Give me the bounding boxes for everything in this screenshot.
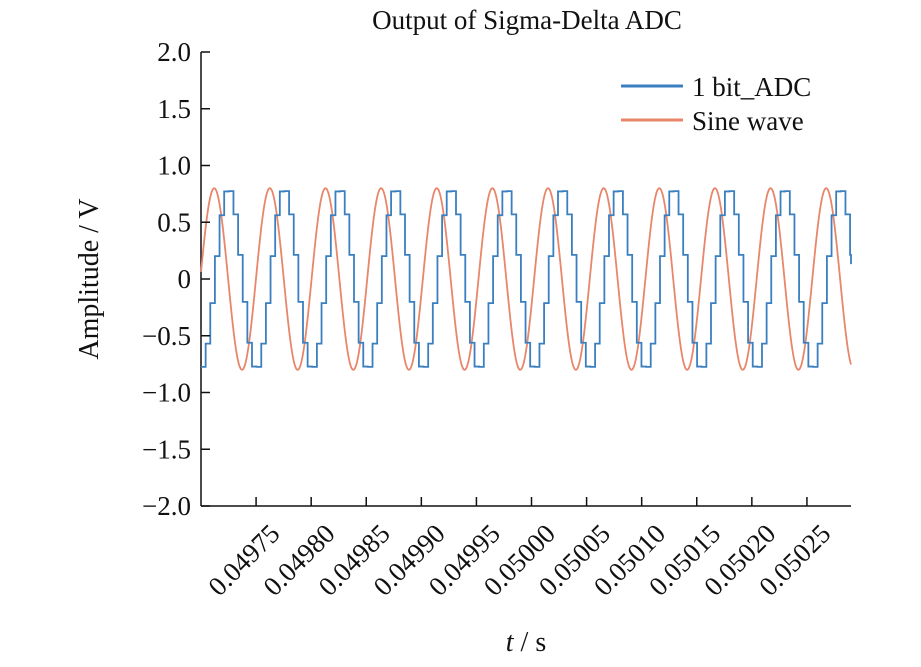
y-tick-label: 1.5: [157, 94, 191, 124]
series-line-1bit-adc: [201, 190, 852, 368]
y-tick-label: −1.0: [142, 378, 191, 408]
y-tick-label: −1.5: [142, 434, 191, 464]
series-layer: [200, 187, 852, 371]
chart-title: Output of Sigma-Delta ADC: [372, 5, 682, 35]
y-axis-ticks: 2.0 1.5 1.0 0.5 0 −0.5 −1.0 −1.5 −2.0: [142, 37, 210, 521]
y-axis-label: Amplitude / V: [74, 198, 105, 359]
y-tick-label: 0.5: [157, 207, 191, 237]
y-tick-label: 0: [178, 264, 192, 294]
y-tick-label: 2.0: [157, 37, 191, 67]
x-axis-ticks: 0.049750.049800.049850.049900.049950.050…: [202, 497, 836, 602]
legend: 1 bit_ADC Sine wave: [621, 72, 811, 136]
legend-label-adc: 1 bit_ADC: [692, 72, 811, 102]
legend-label-sine: Sine wave: [692, 106, 804, 136]
x-axis-label: t / s: [506, 627, 546, 658]
x-axis-label-unit: / s: [514, 627, 547, 658]
y-tick-label: 1.0: [157, 151, 191, 181]
y-tick-label: −2.0: [142, 491, 191, 521]
x-axis-label-variable: t: [506, 627, 515, 658]
series-line-sine-wave: [200, 187, 852, 371]
y-tick-label: −0.5: [142, 321, 191, 351]
